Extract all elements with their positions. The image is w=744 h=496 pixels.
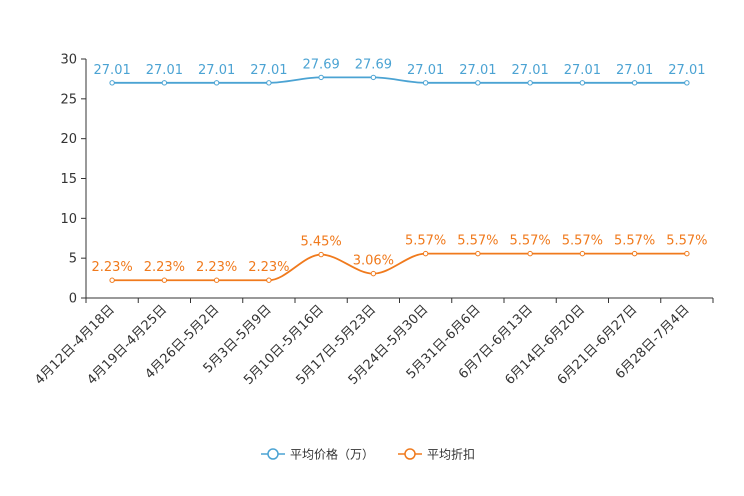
data-point [161,277,168,283]
data-point [370,270,377,277]
data-label: 5.57% [509,234,550,249]
data-point [422,80,429,86]
data-point [213,277,220,283]
data-label: 5.57% [405,234,446,249]
y-tick-label: 25 [60,92,77,107]
data-point [370,74,377,81]
data-point [579,250,586,257]
data-label: 27.01 [512,63,549,78]
data-point [631,250,638,257]
y-tick-label: 0 [69,292,77,307]
data-label: 5.57% [614,234,655,249]
y-tick-label: 5 [69,252,77,267]
data-point [684,80,690,86]
data-label: 27.01 [198,63,235,78]
data-label: 27.01 [564,63,601,78]
data-label: 5.45% [300,235,341,250]
data-point [475,250,481,257]
data-label: 2.23% [248,260,289,275]
data-point [161,80,168,86]
data-point [527,250,533,257]
data-labels: 27.01 27.01 27.01 27.01 27.69 27.69 27.01 27.01… [91,57,707,275]
data-point [475,80,481,86]
data-point [579,80,586,86]
y-tick-label: 10 [60,212,77,227]
legend[interactable]: 平均价格（万） 平均折扣 [261,447,475,462]
legend-marker-icon [267,448,279,460]
data-label: 27.01 [250,63,287,78]
data-label: 3.06% [353,254,394,269]
legend-label: 平均价格（万） [290,447,374,462]
data-point [684,250,690,257]
data-label: 2.23% [196,260,237,275]
data-label: 5.57% [457,234,498,249]
legend-label: 平均折扣 [427,447,475,462]
data-point [318,74,324,81]
data-point [109,80,115,86]
series-line-0 [112,76,687,84]
data-label: 5.57% [666,234,707,249]
series-lines [109,74,690,283]
y-tick-label: 20 [60,132,77,147]
data-label: 2.23% [144,260,185,275]
data-point [213,80,220,86]
y-tick-label: 15 [60,172,77,187]
data-label: 27.01 [94,63,131,78]
series-line-1 [112,252,687,282]
data-label: 27.01 [459,63,496,78]
data-point [266,277,272,283]
y-tick-label: 30 [60,53,77,68]
legend-item-0[interactable]: 平均价格（万） [261,447,374,462]
data-label: 2.23% [91,260,132,275]
data-label: 27.01 [407,63,444,78]
data-point [109,277,115,283]
data-label: 27.01 [668,63,705,78]
data-label: 27.69 [355,57,392,72]
legend-item-1[interactable]: 平均折扣 [398,447,475,462]
data-point [631,80,638,86]
data-label: 27.01 [146,63,183,78]
data-point [266,80,272,86]
data-label: 27.01 [616,63,653,78]
data-label: 5.57% [562,234,603,249]
data-label: 27.69 [303,57,340,72]
legend-marker-icon [404,448,416,460]
data-point [318,251,324,258]
data-point [422,250,429,257]
axes: 0510152025304月12日-4月18日4月19日-4月25日4月26日-… [32,53,714,388]
data-point [527,80,533,86]
